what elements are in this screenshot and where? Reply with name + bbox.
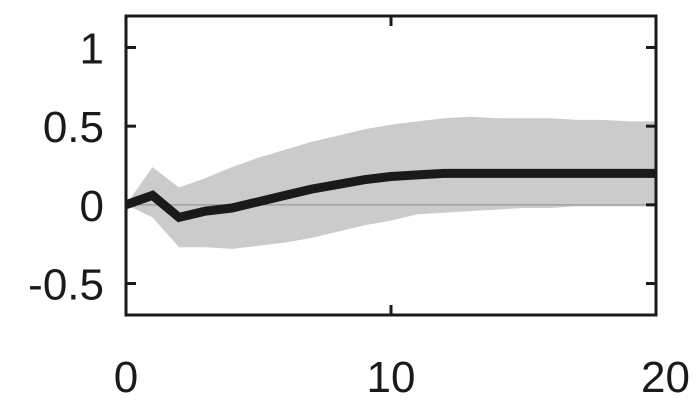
y-tick-label: 1 [80,24,104,73]
x-tick-label: 20 [641,353,690,402]
y-tick-label: 0.5 [43,103,104,152]
plot-area [124,116,656,249]
confidence-band [126,116,656,249]
axis-ticks [124,16,658,315]
series-line [124,168,656,223]
y-tick-label: 0 [80,182,104,231]
x-tick-label: 10 [367,353,416,402]
tick-labels: -0.500.510 10 20 [28,24,690,402]
y-tick-label: -0.5 [28,261,104,310]
x-tick-label: 0 [114,353,138,402]
